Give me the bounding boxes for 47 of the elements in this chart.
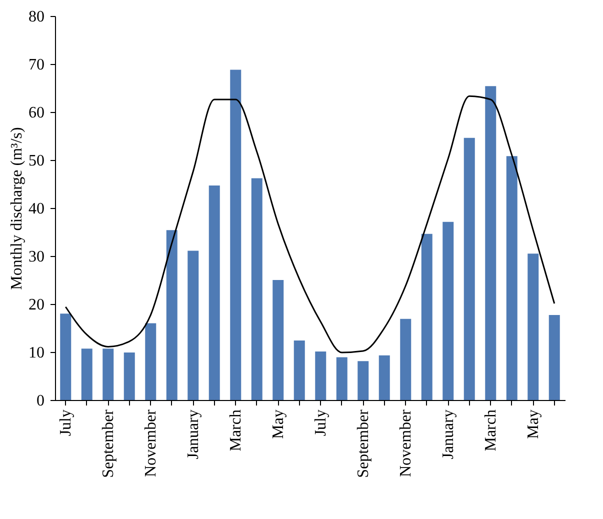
bar [528,254,539,400]
bar [166,230,178,400]
x-tick-label: March [228,410,245,452]
bar [400,318,412,400]
x-tick-label: July [58,410,75,436]
bar [442,222,454,400]
x-tick-label: May [270,410,288,439]
bar [485,86,496,400]
x-tick-label: September [355,408,372,478]
bar [294,340,305,400]
bar [358,361,369,400]
bar [421,234,432,400]
bar [336,357,348,400]
bar [506,156,518,400]
y-tick-label: 60 [28,104,44,122]
x-tick-label: November [398,408,415,478]
y-axis-title: Monthly discharge (m³/s) [8,127,26,290]
x-tick-label: November [142,408,160,478]
bar [124,352,135,400]
y-tick-label: 10 [28,344,44,362]
x-tick-label: July [312,410,330,436]
bar [251,178,262,400]
bar [272,280,284,400]
x-tick-label: January [440,410,458,460]
y-tick-label: 0 [36,392,44,410]
bar [60,314,72,400]
x-tick-label: May [525,410,542,439]
y-tick-label: 70 [28,56,44,74]
y-tick-label: 30 [28,248,44,266]
bar [548,315,560,400]
bar [208,185,220,400]
bar [230,70,242,400]
y-tick-label: 80 [28,8,44,26]
line-series [64,95,556,354]
y-tick-label: 50 [28,152,44,170]
bar [81,348,92,400]
x-tick-label: September [100,408,118,478]
bar [464,138,475,400]
x-tick-label: March [482,410,500,452]
bar [188,250,199,400]
y-tick-label: 20 [28,296,44,314]
bar [145,323,156,400]
bar [378,355,390,400]
bar [102,348,114,400]
x-tick-label: January [185,410,202,460]
y-tick-label: 40 [28,200,44,218]
bar [315,352,326,400]
